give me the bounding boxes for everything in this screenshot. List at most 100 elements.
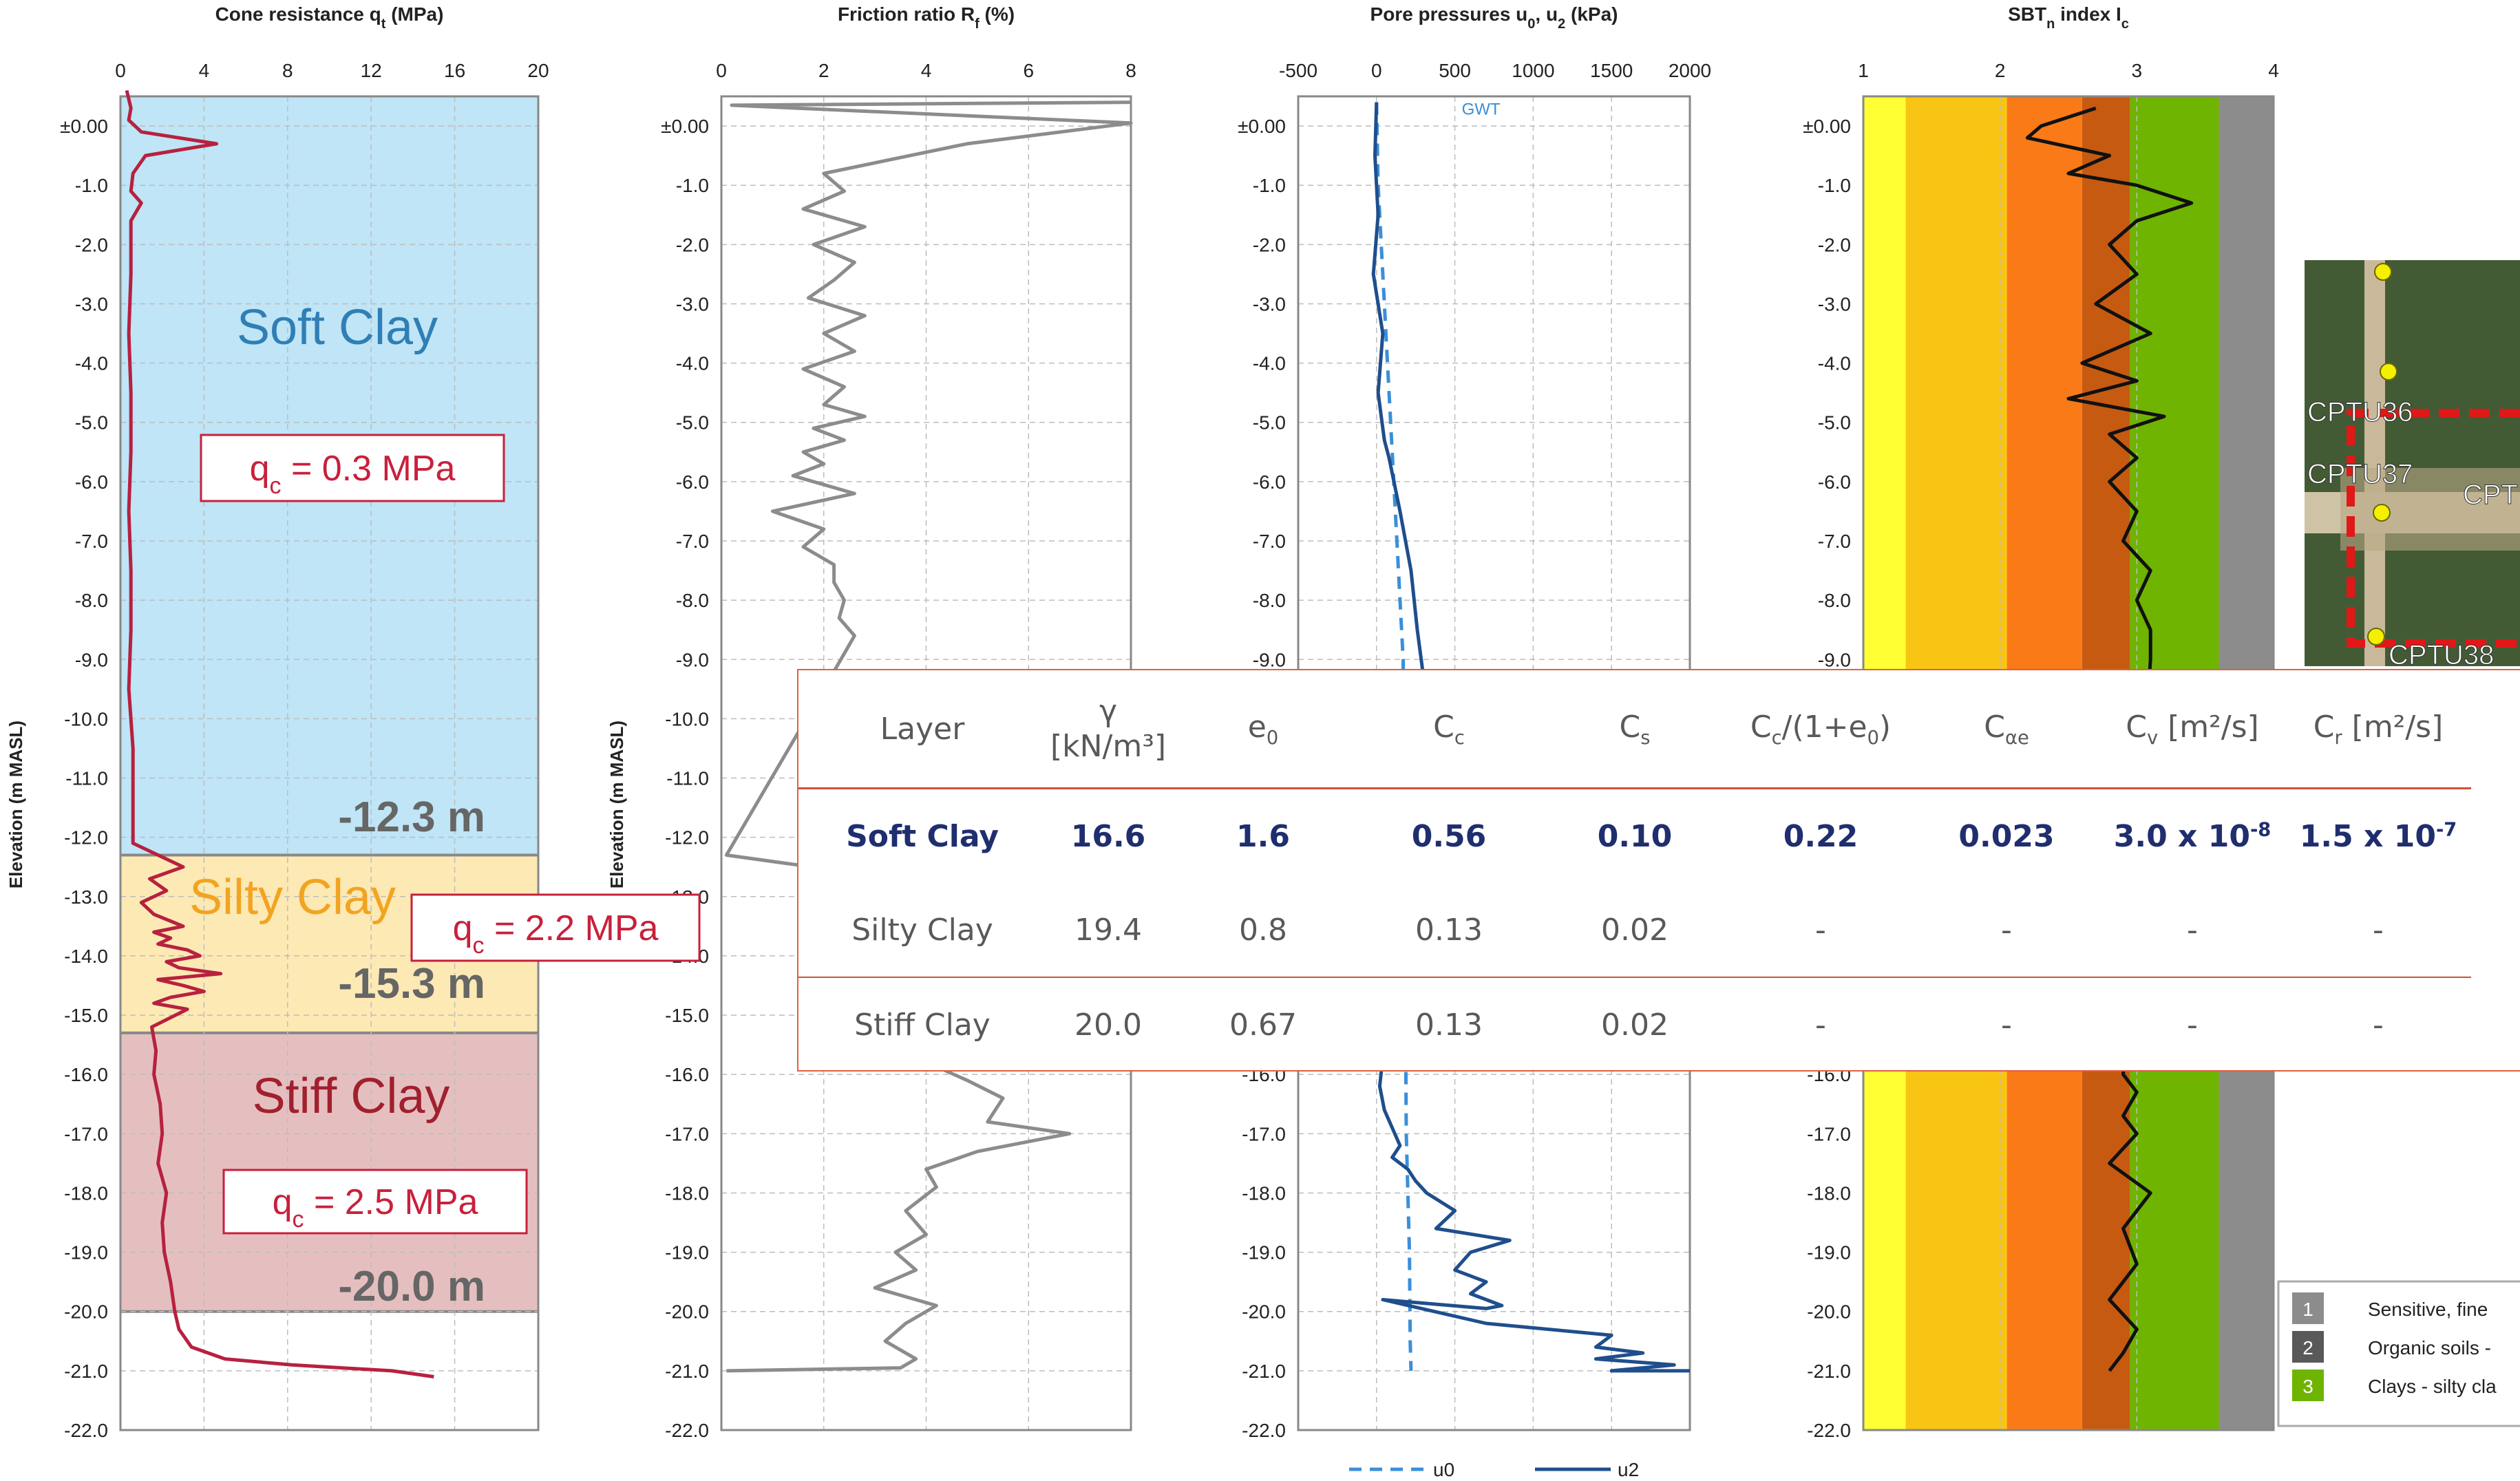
table-cell: 0.56 (1411, 818, 1487, 854)
series-line-qt (125, 89, 434, 1378)
y-tick-label: -8.0 (1818, 590, 1851, 611)
y-tick-label: -7.0 (1818, 531, 1851, 552)
y-tick-label: -12.0 (665, 827, 709, 849)
x-tick-label: 0 (1371, 60, 1382, 81)
y-tick-label: -2.0 (676, 234, 709, 255)
y-tick-label: -20.0 (64, 1301, 108, 1323)
legend-u2-label: u2 (1618, 1459, 1639, 1480)
y-tick-label: -8.0 (676, 590, 709, 611)
y-tick-label: -16.0 (665, 1064, 709, 1085)
x-tick-label: 16 (444, 60, 465, 81)
map-marker-2 (2380, 363, 2397, 381)
y-tick-label: -3.0 (1253, 293, 1286, 315)
map-marker-4 (2367, 628, 2385, 646)
table-row-soft-clay: Soft Clay 16.6 1.6 0.56 0.10 0.22 0.023 … (798, 789, 2471, 884)
table-cell: 0.023 (1958, 818, 2055, 854)
y-tick-label: -7.0 (1253, 531, 1286, 552)
sbt-legend-swatch-2 (2292, 1331, 2324, 1363)
map-vegetation (2305, 260, 2520, 666)
x-tick-label: 1 (1858, 60, 1869, 81)
header-cr: Cr [m²/s] (2313, 709, 2444, 749)
y-tick-label: -21.0 (665, 1361, 709, 1382)
y-tick-label: -14.0 (64, 946, 108, 967)
y-tick-label: -10.0 (665, 708, 709, 729)
x-tick-label: -500 (1279, 60, 1317, 81)
table-cell: - (2001, 1007, 2012, 1043)
y-axis-label: Elevation (m MASL) (606, 721, 627, 888)
y-tick-label: -18.0 (665, 1182, 709, 1204)
table-cell: - (2373, 1007, 2384, 1043)
y-tick-label: -1.0 (1818, 175, 1851, 196)
table-row-silty-clay: Silty Clay 19.4 0.8 0.13 0.02 - - - - (798, 883, 2471, 977)
y-tick-label: -1.0 (1253, 175, 1286, 196)
depth-label-soft: -12.3 m (338, 793, 485, 841)
sbt-legend-text: Organic soils - (2368, 1337, 2491, 1359)
table-cell: Stiff Clay (854, 1007, 991, 1043)
x-tick-label: 2 (1995, 60, 2006, 81)
y-tick-label: -5.0 (75, 412, 108, 434)
table-cell: 19.4 (1074, 912, 1142, 948)
y-tick-label: -22.0 (665, 1420, 709, 1441)
table-cell: 0.02 (1601, 912, 1669, 948)
qc-box-silty (410, 893, 701, 962)
x-tick-label: 0 (716, 60, 727, 81)
x-tick-label: 12 (361, 60, 382, 81)
x-tick-label: 4 (199, 60, 210, 81)
y-tick-label: -9.0 (1818, 649, 1851, 670)
qc-box-soft (200, 434, 505, 502)
x-tick-label: 2 (818, 60, 829, 81)
table-cell: - (2187, 1007, 2198, 1043)
y-tick-label: -22.0 (1242, 1420, 1286, 1441)
sbt-legend-number: 3 (2302, 1376, 2313, 1397)
table-cell: 20.0 (1074, 1007, 1142, 1043)
y-tick-label: -4.0 (1253, 353, 1286, 374)
y-tick-label: -4.0 (75, 353, 108, 374)
y-tick-label: -19.0 (64, 1242, 108, 1264)
y-tick-label: -7.0 (75, 531, 108, 552)
header-cv: Cv [m²/s] (2126, 709, 2259, 749)
y-tick-label: -11.0 (65, 768, 108, 789)
y-tick-label: -5.0 (1253, 412, 1286, 434)
site-map: CPTU36 CPTU37 CPT CPTU38 (2305, 260, 2520, 671)
table-cell: 0.67 (1229, 1007, 1297, 1043)
x-tick-label: 2000 (1669, 60, 1711, 81)
panel1-annotations: Soft Clay Silty Clay Stiff Clay -12.3 m -15.… (189, 300, 701, 1310)
y-tick-label: -22.0 (64, 1420, 108, 1441)
map-marker-1 (2374, 263, 2392, 281)
map-label-4: CPTU38 (2389, 640, 2494, 670)
y-tick-label: -11.0 (666, 768, 709, 789)
y-tick-label: -5.0 (1818, 412, 1851, 434)
sbt-legend: 1 Sensitive, fine 2 Organic soils - 3 Clays -… (2277, 1280, 2520, 1427)
chart-panel-2: 0 2 4 6 8 ±0.00 -1.0 -2.0 -3.0 -4.0 -5.0 -6.0 -7.0 -8… (606, 60, 1136, 1441)
table-cell: - (1815, 1007, 1826, 1043)
y-tick-label: -1.0 (676, 175, 709, 196)
legend-u0-label: u0 (1433, 1459, 1454, 1480)
table-cell: Soft Clay (846, 818, 999, 854)
plot-frame (119, 95, 540, 1431)
y-tick-label: -17.0 (665, 1123, 709, 1144)
header-cs: Cs (1619, 709, 1651, 749)
map-label-1: CPTU36 (2307, 397, 2413, 427)
x-tick-label: 4 (2268, 60, 2279, 81)
header-e0: e0 (1247, 709, 1279, 749)
table-cell: 0.13 (1415, 1007, 1483, 1043)
header-layer: Layer (880, 711, 965, 747)
y-axis-label: Elevation (m MASL) (6, 721, 26, 888)
depth-label-stiff: -20.0 m (338, 1263, 485, 1310)
y-tick-label: -8.0 (75, 590, 108, 611)
x-tick-label: 500 (1439, 60, 1471, 81)
table-cell: 1.5 x 10-7 (2299, 818, 2457, 854)
series-line-u0 (1375, 102, 1413, 1371)
qc-label-silty: qc = 2.2 MPa (453, 908, 659, 959)
y-tick-label: -3.0 (676, 293, 709, 315)
table-cell: - (2001, 912, 2012, 948)
x-tick-label: 6 (1023, 60, 1034, 81)
x-tick-label: 1500 (1590, 60, 1633, 81)
x-tick-label: 8 (282, 60, 293, 81)
y-tick-label: -17.0 (1807, 1123, 1851, 1144)
y-tick-label: -18.0 (1242, 1182, 1286, 1204)
sbt-legend-swatch-3 (2292, 1370, 2324, 1401)
panel-title: Friction ratio Rf (%) (838, 3, 1015, 32)
y-tick-label: -2.0 (1818, 234, 1851, 255)
y-tick-label: ±0.00 (1238, 116, 1286, 137)
